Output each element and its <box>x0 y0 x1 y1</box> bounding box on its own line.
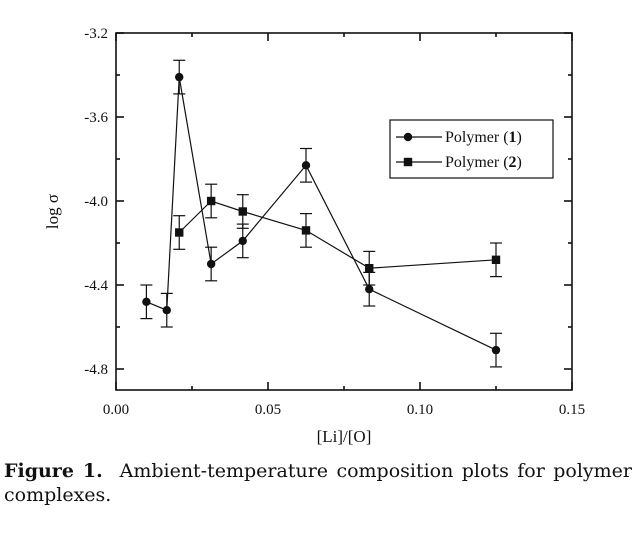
figure-caption: Figure 1. Ambient-temperature compositio… <box>4 459 632 507</box>
series-1-line <box>146 76 497 351</box>
y-tick-label: -4.0 <box>84 194 108 210</box>
y-tick-label: -4.4 <box>84 278 108 294</box>
data-point <box>238 236 247 246</box>
x-tick-label: 0.05 <box>255 402 281 418</box>
ticks: 0.00 0.05 0.10 0.15 -3.2 -3.6 -4.0 -4.4 -4.8 <box>84 26 585 418</box>
series-layer <box>140 59 502 368</box>
data-point <box>491 345 501 355</box>
x-tick-label: 0.10 <box>407 402 433 418</box>
plot-frame <box>115 32 573 391</box>
y-tick-label: -3.2 <box>84 26 108 42</box>
y-tick-label: -4.8 <box>84 362 108 378</box>
data-point <box>175 228 184 237</box>
data-point <box>162 306 171 315</box>
data-point <box>238 207 247 216</box>
x-tick-label: 0.15 <box>559 402 585 418</box>
y-tick-label: -3.6 <box>84 110 108 126</box>
data-point <box>175 72 184 82</box>
series-2-line <box>178 200 497 269</box>
data-point <box>365 285 374 294</box>
legend-marker <box>403 157 413 167</box>
chart: 0.00 0.05 0.10 0.15 -3.2 -3.6 -4.0 -4.4 -4.8 Pol… <box>43 26 585 446</box>
data-point <box>206 259 216 269</box>
data-point <box>301 161 311 170</box>
legend-entry: Polymer (2) <box>445 154 522 171</box>
data-point <box>301 226 311 235</box>
y-axis-label: log σ <box>43 194 62 229</box>
series-1 <box>140 59 502 368</box>
x-axis-label: [Li]/[O] <box>317 427 372 446</box>
data-point <box>142 297 151 306</box>
series-2 <box>173 183 502 286</box>
legend-box <box>389 119 554 179</box>
x-tick-label: 0.00 <box>103 402 129 418</box>
caption-label: Figure 1. <box>4 460 103 482</box>
caption-text: Ambient-temperature composition plots fo… <box>4 460 632 506</box>
data-point <box>206 196 216 206</box>
data-point <box>365 264 374 273</box>
legend: Polymer (1) Polymer (2) <box>389 119 554 179</box>
legend-marker <box>403 132 413 142</box>
data-point <box>491 255 501 264</box>
legend-entry: Polymer (1) <box>445 129 522 146</box>
axes <box>115 32 573 391</box>
